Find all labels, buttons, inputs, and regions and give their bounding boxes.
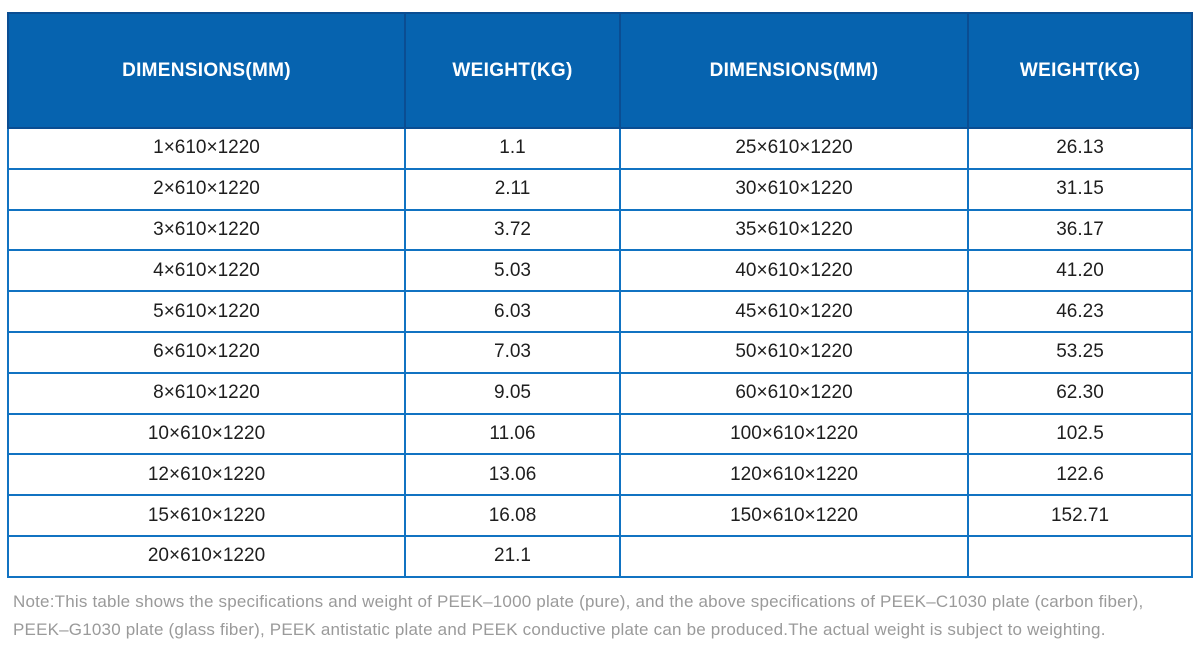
dimensions-cell: 2×610×1220 <box>9 169 406 209</box>
column-header-dimensions-right: DIMENSIONS(MM) <box>621 14 969 127</box>
dimensions-cell: 12×610×1220 <box>9 455 406 495</box>
weight-cell <box>969 537 1191 576</box>
dimensions-cell: 25×610×1220 <box>621 129 969 168</box>
spec-sheet: DIMENSIONS(MM) WEIGHT(KG) DIMENSIONS(MM)… <box>7 12 1193 644</box>
column-header-weight-left: WEIGHT(KG) <box>406 14 621 127</box>
column-header-dimensions-left: DIMENSIONS(MM) <box>9 14 406 127</box>
dimensions-cell: 15×610×1220 <box>9 496 406 535</box>
weight-cell: 31.15 <box>1056 178 1104 200</box>
weight-cell: 102.5 <box>1056 422 1104 444</box>
dimensions-cell: 60×610×1220 <box>621 373 969 413</box>
weight-cell: 46.23 <box>1056 300 1104 322</box>
weight-cell: 152.71 <box>1050 504 1110 526</box>
dimensions-cell: 120×610×1220 <box>621 455 969 495</box>
dimensions-cell: 40×610×1220 <box>621 251 969 291</box>
table-row: 3×610×1220 3.72 35×610×1220 36.17 <box>9 210 1191 252</box>
weight-cell: 53.25 <box>1056 341 1104 363</box>
dimensions-cell: 8×610×1220 <box>9 373 406 413</box>
dimensions-cell: 150×610×1220 <box>621 496 969 535</box>
weight-cell: 1.1 <box>406 129 621 168</box>
dimensions-cell: 1×610×1220 <box>9 129 406 168</box>
dimensions-cell: 5×610×1220 <box>9 292 406 331</box>
spec-table: DIMENSIONS(MM) WEIGHT(KG) DIMENSIONS(MM)… <box>7 12 1193 578</box>
weight-cell: 3.72 <box>406 210 621 250</box>
table-row: 4×610×1220 5.03 40×610×1220 41.20 <box>9 251 1191 293</box>
weight-cell: 9.05 <box>406 373 621 413</box>
table-row: 10×610×1220 11.06 100×610×1220 102.5 <box>9 414 1191 456</box>
footnote-line-2: PEEK–G1030 plate (glass fiber), PEEK ant… <box>13 619 1106 639</box>
column-header-weight-right: WEIGHT(KG) <box>1019 59 1141 81</box>
weight-cell: 62.30 <box>1056 382 1104 404</box>
dimensions-cell: 10×610×1220 <box>9 414 406 454</box>
weight-cell: 6.03 <box>406 292 621 331</box>
table-body: 1×610×1220 1.1 25×610×1220 26.13 2×610×1220 2… <box>7 129 1193 578</box>
dimensions-cell: 50×610×1220 <box>621 332 969 372</box>
footnote: Note:This table shows the specifications… <box>13 588 1193 644</box>
weight-cell: 2.11 <box>406 169 621 209</box>
table-header-row: DIMENSIONS(MM) WEIGHT(KG) DIMENSIONS(MM)… <box>7 12 1193 129</box>
table-row: 8×610×1220 9.05 60×610×1220 62.30 <box>9 373 1191 415</box>
table-row: 6×610×1220 7.03 50×610×1220 53.25 <box>9 332 1191 374</box>
dimensions-cell: 20×610×1220 <box>9 536 406 576</box>
dimensions-cell: 100×610×1220 <box>621 414 969 454</box>
dimensions-cell: 30×610×1220 <box>621 169 969 209</box>
weight-cell: 26.13 <box>1056 137 1104 159</box>
table-row: 12×610×1220 13.06 120×610×1220 122.6 <box>9 455 1191 497</box>
dimensions-cell: 3×610×1220 <box>9 210 406 250</box>
dimensions-cell: 45×610×1220 <box>621 292 969 331</box>
table-row: 20×610×1220 21.1 <box>9 536 1191 576</box>
dimensions-cell <box>621 536 969 576</box>
table-row: 1×610×1220 1.1 25×610×1220 26.13 <box>9 129 1191 170</box>
table-row: 5×610×1220 6.03 45×610×1220 46.23 <box>9 292 1191 333</box>
weight-cell: 7.03 <box>406 332 621 372</box>
weight-cell: 13.06 <box>406 455 621 495</box>
weight-cell: 11.06 <box>406 414 621 454</box>
footnote-line-1: Note:This table shows the specifications… <box>13 591 1144 611</box>
dimensions-cell: 4×610×1220 <box>9 251 406 291</box>
weight-cell: 122.6 <box>1056 463 1104 485</box>
table-row: 15×610×1220 16.08 150×610×1220 152.71 <box>9 496 1191 537</box>
weight-cell: 21.1 <box>406 536 621 576</box>
weight-cell: 5.03 <box>406 251 621 291</box>
table-row: 2×610×1220 2.11 30×610×1220 31.15 <box>9 169 1191 211</box>
dimensions-cell: 35×610×1220 <box>621 210 969 250</box>
dimensions-cell: 6×610×1220 <box>9 332 406 372</box>
weight-cell: 36.17 <box>1056 218 1104 240</box>
weight-cell: 16.08 <box>406 496 621 535</box>
weight-cell: 41.20 <box>1056 259 1104 281</box>
